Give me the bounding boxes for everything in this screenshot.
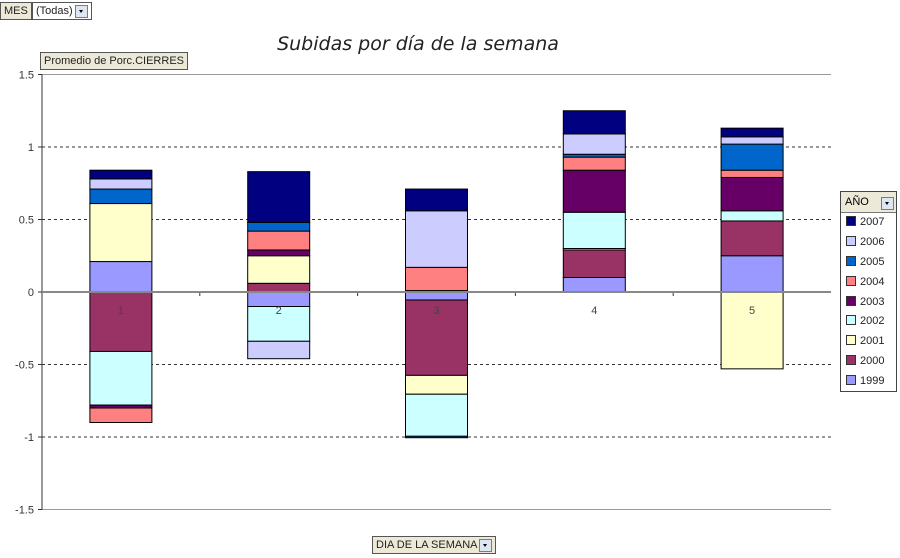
- bar-segment-2000: [405, 299, 468, 376]
- bar-segment-2000: [562, 249, 626, 278]
- legend-label: 2007: [860, 216, 885, 228]
- bar-segment-2000: [247, 282, 311, 293]
- bar-segment-2002: [405, 393, 468, 437]
- legend-item: 2007: [841, 213, 896, 233]
- legend-item: 2001: [841, 332, 896, 352]
- legend-swatch: [846, 295, 856, 306]
- y-tick-label: 1: [28, 142, 34, 154]
- bar-segment-2002: [720, 210, 784, 222]
- bar-segment-2004: [562, 156, 626, 171]
- legend-swatch: [846, 255, 856, 266]
- bar-segment-2004: [405, 266, 468, 292]
- bar-segment-2006: [405, 210, 468, 268]
- legend-item: 2005: [841, 253, 896, 273]
- bar-segment-2005: [405, 435, 468, 439]
- bar-segment-1999: [89, 261, 153, 293]
- category-field-label: DIA DE LA SEMANA: [376, 539, 478, 551]
- y-tick-label: -0.5: [15, 360, 34, 372]
- chevron-down-icon[interactable]: [881, 197, 894, 210]
- bar-segment-1999: [405, 291, 468, 301]
- legend-item: 1999: [841, 372, 896, 392]
- bar-segment-2005: [720, 143, 784, 171]
- bar-segment-2005: [89, 188, 153, 205]
- bar-segment-2001: [405, 374, 468, 395]
- bar-segment-2002: [562, 211, 626, 249]
- legend-item: 2006: [841, 233, 896, 253]
- legend-item: 2002: [841, 312, 896, 332]
- bar-segment-2001: [89, 203, 153, 263]
- legend-swatch: [846, 235, 856, 246]
- legend-swatch: [846, 355, 856, 366]
- y-tick-label: 1.5: [19, 70, 34, 82]
- bar-segment-2000: [720, 220, 784, 257]
- bar-segment-2003: [247, 249, 311, 257]
- x-tick-label: 5: [749, 305, 755, 317]
- legend-label: 1999: [860, 375, 885, 388]
- legend: AÑO 2007 2006 2005 2004 2003 2002 2001 2000 1999: [840, 191, 897, 392]
- legend-label: 2005: [860, 255, 885, 268]
- legend-title: AÑO: [845, 196, 869, 208]
- bar-segment-2003: [720, 176, 784, 212]
- bar-segment-2003: [562, 169, 626, 213]
- filter-value: (Todas): [36, 5, 73, 17]
- x-tick-label: 3: [433, 305, 439, 317]
- bar-segment-2004: [720, 169, 784, 178]
- legend-field-button[interactable]: AÑO: [841, 192, 896, 213]
- bar-segment-2006: [562, 133, 626, 155]
- bar-segment-2007: [89, 169, 153, 180]
- legend-label: 2002: [860, 315, 885, 328]
- bar-segment-2007: [405, 188, 468, 212]
- bar-segment-2002: [247, 306, 311, 342]
- bar-segment-2007: [720, 127, 784, 138]
- y-tick-label: -1.5: [15, 505, 34, 517]
- bar-segment-2000: [89, 291, 153, 352]
- y-tick-label: -1: [24, 432, 34, 444]
- x-tick-label: 2: [276, 305, 282, 317]
- bar-segment-2007: [562, 110, 626, 135]
- legend-item: 2003: [841, 293, 896, 313]
- legend-swatch: [846, 335, 856, 346]
- x-tick-label: 4: [591, 305, 597, 317]
- legend-swatch: [846, 315, 856, 326]
- filter-value-dropdown[interactable]: (Todas): [32, 2, 92, 20]
- y-tick-label: 0.5: [19, 215, 34, 227]
- bar-segment-2006: [247, 340, 311, 360]
- legend-swatch: [846, 375, 856, 386]
- bar-segment-2006: [720, 136, 784, 145]
- legend-item: 2000: [841, 352, 896, 372]
- chart-title: Subidas por día de la semana: [277, 33, 559, 55]
- chevron-down-icon[interactable]: [74, 4, 88, 18]
- legend-label: 2003: [860, 295, 885, 308]
- data-field-button[interactable]: Promedio de Porc.CIERRES: [40, 52, 188, 70]
- legend-label: 2004: [860, 275, 885, 288]
- filter-field-button[interactable]: MES: [0, 2, 32, 20]
- legend-swatch: [846, 216, 856, 226]
- bar-segment-2001: [247, 255, 311, 284]
- bar-segment-1999: [720, 255, 784, 293]
- legend-label: 2006: [860, 235, 885, 248]
- legend-swatch: [846, 275, 856, 286]
- bar-segment-2001: [720, 291, 784, 370]
- bar-segment-2006: [89, 178, 153, 190]
- legend-label: 2001: [860, 335, 885, 348]
- bar-segment-2004: [247, 230, 311, 251]
- x-tick-label: 1: [118, 305, 124, 317]
- bar-segment-2005: [247, 221, 311, 232]
- bar-segment-2007: [247, 171, 311, 223]
- bar-segment-2004: [89, 407, 153, 423]
- y-tick-label: 0: [28, 287, 34, 299]
- chevron-down-icon[interactable]: [479, 538, 493, 552]
- bar-segment-1999: [562, 277, 626, 293]
- legend-item: 2004: [841, 273, 896, 293]
- bar-segment-2002: [89, 350, 153, 406]
- category-field-button[interactable]: DIA DE LA SEMANA: [372, 536, 497, 554]
- legend-label: 2000: [860, 355, 885, 368]
